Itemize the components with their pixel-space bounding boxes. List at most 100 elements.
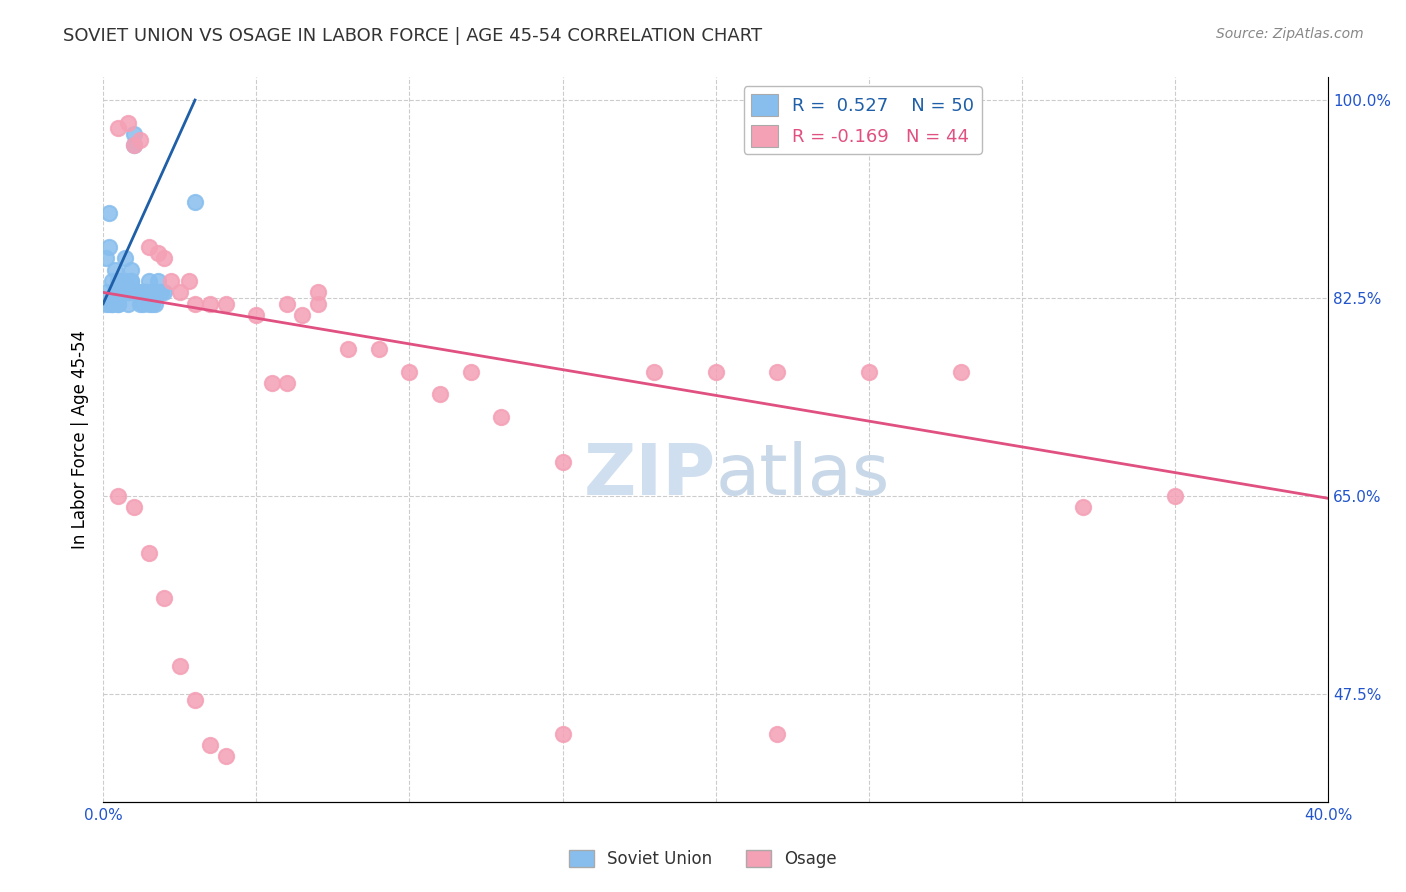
- Point: [107, 296, 129, 310]
- Point: [107, 296, 129, 310]
- Point: [114, 285, 136, 300]
- Point: [551, 726, 574, 740]
- Point: [184, 194, 207, 209]
- Point: [276, 296, 298, 310]
- Point: [98, 296, 121, 310]
- Point: [122, 285, 145, 300]
- Point: [1071, 500, 1094, 515]
- Point: [214, 749, 236, 764]
- Point: [120, 274, 142, 288]
- Point: [114, 252, 136, 266]
- Point: [125, 285, 148, 300]
- Point: [122, 138, 145, 153]
- Text: Source: ZipAtlas.com: Source: ZipAtlas.com: [1216, 27, 1364, 41]
- Point: [307, 285, 329, 300]
- Point: [101, 296, 124, 310]
- Point: [117, 285, 139, 300]
- Point: [949, 365, 972, 379]
- Point: [143, 285, 166, 300]
- Point: [148, 245, 170, 260]
- Point: [200, 738, 222, 752]
- Point: [276, 376, 298, 390]
- Point: [184, 692, 207, 706]
- Point: [138, 274, 160, 288]
- Y-axis label: In Labor Force | Age 45-54: In Labor Force | Age 45-54: [72, 330, 89, 549]
- Point: [153, 591, 176, 605]
- Point: [704, 365, 727, 379]
- Point: [143, 296, 166, 310]
- Text: SOVIET UNION VS OSAGE IN LABOR FORCE | AGE 45-54 CORRELATION CHART: SOVIET UNION VS OSAGE IN LABOR FORCE | A…: [63, 27, 762, 45]
- Point: [122, 500, 145, 515]
- Point: [169, 285, 191, 300]
- Point: [245, 308, 267, 322]
- Point: [117, 285, 139, 300]
- Point: [153, 252, 176, 266]
- Point: [110, 285, 132, 300]
- Point: [122, 127, 145, 141]
- Point: [643, 365, 665, 379]
- Point: [367, 342, 389, 356]
- Point: [200, 296, 222, 310]
- Point: [104, 285, 127, 300]
- Point: [491, 409, 513, 424]
- Point: [120, 262, 142, 277]
- Point: [122, 138, 145, 153]
- Point: [766, 365, 789, 379]
- Point: [117, 116, 139, 130]
- Point: [260, 376, 283, 390]
- Point: [114, 274, 136, 288]
- Point: [184, 296, 207, 310]
- Point: [138, 296, 160, 310]
- Legend: Soviet Union, Osage: Soviet Union, Osage: [562, 843, 844, 875]
- Point: [107, 489, 129, 503]
- Point: [96, 285, 118, 300]
- Point: [107, 121, 129, 136]
- Point: [307, 296, 329, 310]
- Point: [159, 274, 181, 288]
- Point: [135, 285, 157, 300]
- Point: [460, 365, 482, 379]
- Point: [110, 274, 132, 288]
- Point: [101, 274, 124, 288]
- Point: [138, 546, 160, 560]
- Point: [128, 133, 150, 147]
- Point: [148, 274, 170, 288]
- Text: atlas: atlas: [716, 442, 890, 510]
- Point: [98, 240, 121, 254]
- Point: [551, 455, 574, 469]
- Point: [150, 285, 173, 300]
- Point: [148, 285, 170, 300]
- Point: [110, 285, 132, 300]
- Point: [150, 285, 173, 300]
- Point: [291, 308, 314, 322]
- Point: [128, 296, 150, 310]
- Point: [177, 274, 200, 288]
- Point: [104, 262, 127, 277]
- Point: [132, 285, 155, 300]
- Point: [117, 296, 139, 310]
- Point: [141, 296, 163, 310]
- Point: [132, 296, 155, 310]
- Point: [107, 274, 129, 288]
- Point: [214, 296, 236, 310]
- Point: [337, 342, 360, 356]
- Point: [858, 365, 880, 379]
- Point: [429, 387, 451, 401]
- Point: [104, 285, 127, 300]
- Point: [138, 240, 160, 254]
- Point: [96, 296, 118, 310]
- Point: [1164, 489, 1187, 503]
- Point: [135, 285, 157, 300]
- Point: [125, 285, 148, 300]
- Text: ZIP: ZIP: [583, 442, 716, 510]
- Point: [169, 658, 191, 673]
- Point: [96, 252, 118, 266]
- Point: [120, 274, 142, 288]
- Point: [128, 285, 150, 300]
- Point: [141, 285, 163, 300]
- Point: [98, 206, 121, 220]
- Point: [153, 285, 176, 300]
- Legend: R =  0.527    N = 50, R = -0.169   N = 44: R = 0.527 N = 50, R = -0.169 N = 44: [744, 87, 981, 154]
- Point: [398, 365, 420, 379]
- Point: [101, 296, 124, 310]
